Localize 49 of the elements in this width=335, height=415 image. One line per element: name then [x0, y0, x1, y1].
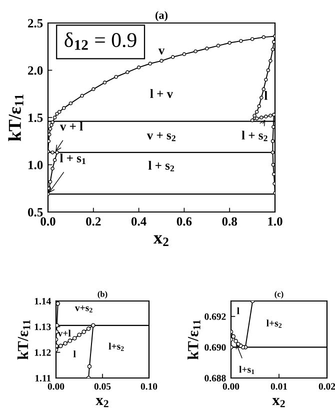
annotation: l: [264, 91, 268, 100]
annotation: l+s$_{1}$: [239, 366, 254, 374]
annotation: v+l: [58, 330, 71, 337]
y-tick-label: 1.14: [34, 298, 51, 305]
y-tick-label: 1.13: [34, 324, 51, 330]
chart-title: (a): [156, 11, 168, 22]
annotation: l + s$_{2}$: [242, 130, 268, 142]
x-tick-label: 1.0: [268, 217, 282, 226]
annotation: l + s$_{2}$: [148, 160, 174, 172]
annotation: v + s$_{2}$: [146, 132, 176, 142]
y-tick-label: 0.692: [204, 313, 226, 320]
x-tick-label: 0.6: [176, 217, 192, 226]
x-tick-label: 0.00: [222, 383, 240, 390]
annotation: l: [237, 307, 240, 314]
y-axis-title: kT/ε$_{11}$: [188, 320, 200, 360]
y-tick-label: 2.0: [28, 66, 43, 75]
y-tick-label: 1.12: [34, 349, 51, 356]
x-tick-label: 0.00: [48, 383, 64, 390]
x-tick-label: 0.02: [318, 383, 335, 390]
y-axis-title: kT/ε$_{11}$: [8, 94, 24, 142]
y-tick-label: 1.11: [35, 374, 51, 382]
annotation: l+s$_{2}$: [266, 320, 282, 328]
x-tick-label: 0.2: [86, 217, 101, 226]
y-tick-label: 0.690: [204, 344, 226, 351]
annotation: l + s$_{1}$: [60, 154, 86, 164]
y-tick-label: 1.0: [28, 160, 43, 170]
x-tick-label: 0.01: [270, 383, 288, 390]
annotation: v + l: [60, 122, 83, 131]
x-axis-title: x$_{2}$: [272, 398, 285, 408]
annotation: l+s$_{2}$: [108, 342, 124, 351]
x-tick-label: 0.05: [94, 383, 111, 390]
x-tick-label: 0.10: [140, 383, 158, 390]
y-tick-label: 0.688: [204, 374, 226, 382]
annotation: l: [73, 350, 76, 358]
x-tick-label: 0.0: [40, 217, 56, 226]
x-axis-title: x$_{2}$: [154, 235, 168, 246]
annotation: v: [158, 48, 165, 54]
x-tick-label: 0.4: [131, 217, 146, 226]
y-tick-label: 1.5: [28, 114, 43, 122]
chart-title: (b): [98, 291, 108, 299]
x-axis-title: x$_{2}$: [96, 398, 108, 408]
chart-title: (c): [274, 291, 284, 299]
y-tick-label: 0.5: [28, 208, 43, 217]
annotation: l + v: [150, 89, 174, 98]
annotation: v+s$_{2}$: [74, 305, 92, 312]
x-tick-label: 0.8: [222, 217, 237, 226]
y-axis-title: kT/ε$_{11}$: [17, 320, 30, 360]
y-tick-label: 2.5: [28, 19, 43, 28]
annotation: δ$_{12}$ = 0.9: [64, 32, 136, 50]
